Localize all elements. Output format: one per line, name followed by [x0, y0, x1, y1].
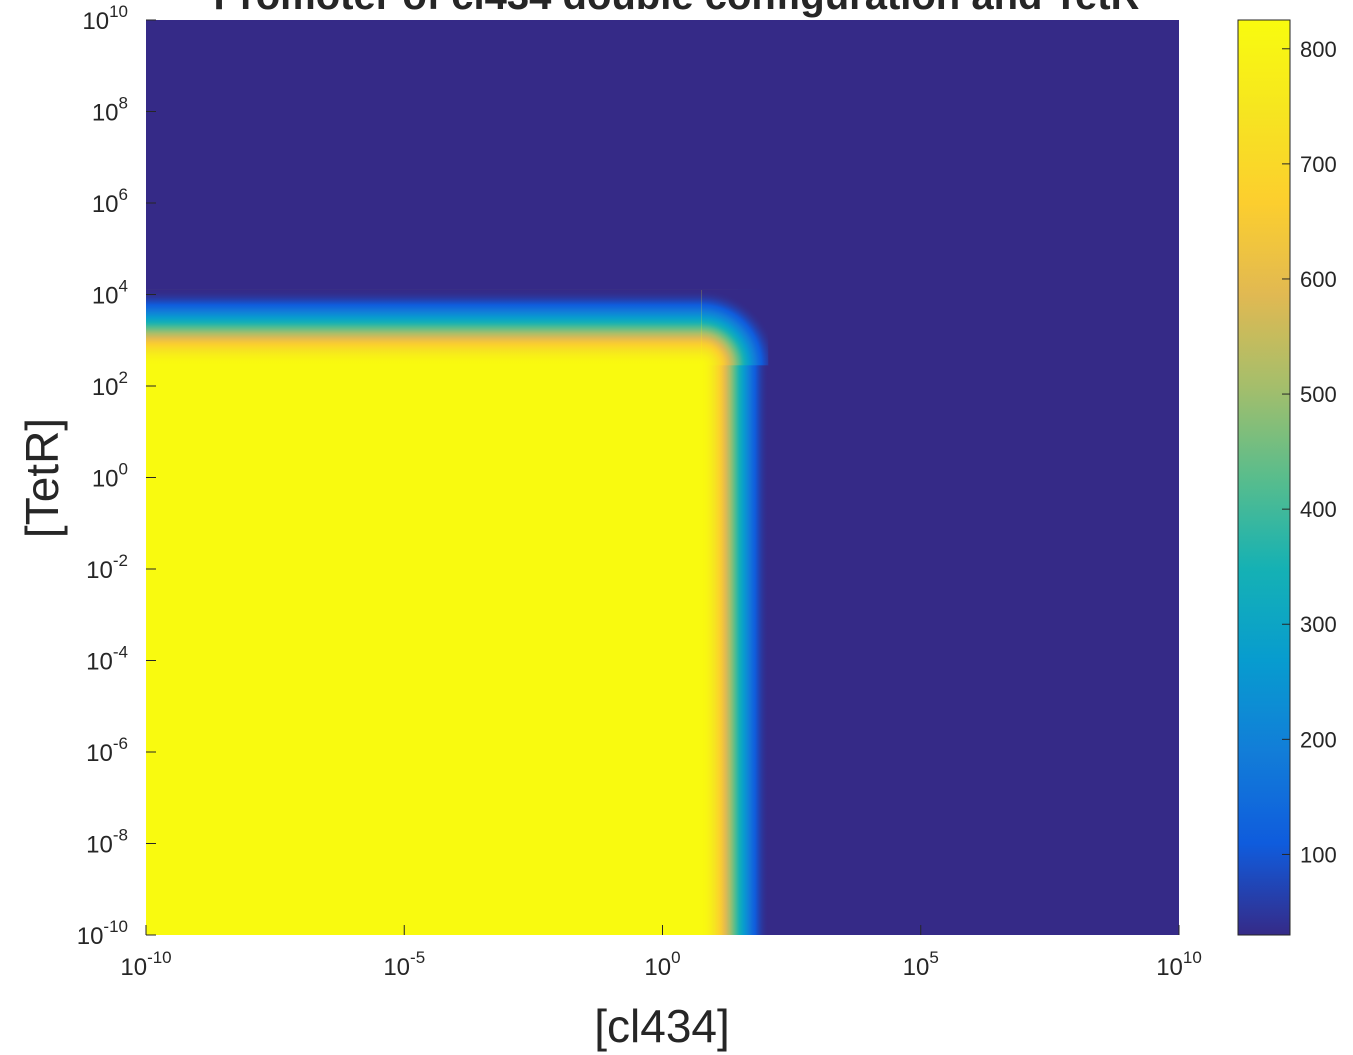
y-axis: 10-10 10-8 10-6 10-4 10-2 100 102 104 106 108 1010 [77, 2, 156, 950]
x-tick-label: 10-5 [383, 948, 425, 981]
colorbar-scale [1237, 19, 1291, 936]
heatmap-high-region [146, 289, 1179, 935]
colorbar-tick-label: 300 [1300, 612, 1337, 637]
y-tick-label: 10-4 [86, 643, 128, 676]
colorbar-tick-label: 200 [1300, 727, 1337, 752]
colorbar-tick-label: 600 [1300, 267, 1337, 292]
y-tick-label: 100 [92, 460, 128, 493]
colorbar-tick-label: 500 [1300, 382, 1337, 407]
y-tick-label: 108 [92, 94, 128, 127]
x-tick-label: 1010 [1156, 948, 1202, 981]
colorbar-tick-label: 700 [1300, 152, 1337, 177]
plot-area [146, 20, 1179, 935]
y-tick-label: 10-6 [86, 734, 128, 767]
chart-title: Promoter of cl434 double configuration a… [0, 0, 1353, 19]
y-tick-label: 102 [92, 368, 128, 401]
y-axis-label: [TetR] [16, 418, 68, 538]
colorbar-tick-label: 400 [1300, 497, 1337, 522]
x-tick-label: 10-10 [120, 948, 171, 981]
y-tick-label: 1010 [82, 2, 128, 35]
y-tick-label: 10-10 [77, 917, 128, 950]
heatmap-corner-transition [701, 289, 769, 366]
x-axis-label: [cl434] [594, 1000, 730, 1052]
x-tick-label: 105 [903, 948, 939, 981]
heatmap-y-transition [146, 289, 702, 366]
colorbar: 100 200 300 400 500 600 700 800 [1237, 19, 1337, 936]
x-tick-label: 100 [644, 948, 680, 981]
colorbar-tick-label: 100 [1300, 842, 1337, 867]
y-tick-label: 106 [92, 185, 128, 218]
y-tick-label: 10-2 [86, 551, 128, 584]
colorbar-tick-label: 800 [1300, 37, 1337, 62]
y-tick-label: 10-8 [86, 826, 128, 859]
y-tick-label: 104 [92, 277, 128, 310]
x-axis: 10-10 10-5 100 105 1010 [120, 925, 1202, 981]
